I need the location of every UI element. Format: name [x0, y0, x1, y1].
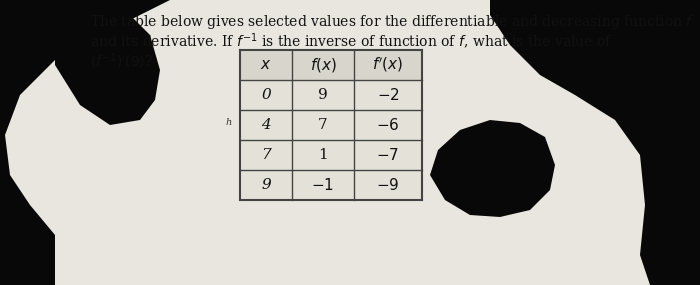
Text: 1: 1 — [318, 148, 328, 162]
Text: and its derivative. If $f^{-1}$ is the inverse of function of $f$, what is the v: and its derivative. If $f^{-1}$ is the i… — [90, 32, 612, 52]
Polygon shape — [0, 0, 170, 285]
Text: 7: 7 — [261, 148, 271, 162]
Text: $f'(x)$: $f'(x)$ — [372, 56, 404, 74]
Text: $-7$: $-7$ — [377, 147, 400, 163]
Text: $-2$: $-2$ — [377, 87, 400, 103]
Text: $(f^{-1})'(9)$?: $(f^{-1})'(9)$? — [90, 51, 153, 71]
Text: $x$: $x$ — [260, 58, 272, 72]
Text: $-9$: $-9$ — [377, 177, 400, 193]
Text: 7: 7 — [318, 118, 328, 132]
Polygon shape — [490, 0, 700, 285]
Text: 9: 9 — [261, 178, 271, 192]
Text: h: h — [226, 118, 232, 127]
Text: The table below gives selected values for the differentiable and decreasing func: The table below gives selected values fo… — [90, 13, 694, 31]
Bar — [240, 50, 422, 80]
Text: $f(x)$: $f(x)$ — [309, 56, 337, 74]
Text: 4: 4 — [261, 118, 271, 132]
Text: 9: 9 — [318, 88, 328, 102]
Polygon shape — [55, 0, 160, 125]
Polygon shape — [430, 120, 555, 217]
Text: $-1$: $-1$ — [312, 177, 335, 193]
Text: $-6$: $-6$ — [376, 117, 400, 133]
Text: 0: 0 — [261, 88, 271, 102]
Bar — [240, 50, 422, 200]
